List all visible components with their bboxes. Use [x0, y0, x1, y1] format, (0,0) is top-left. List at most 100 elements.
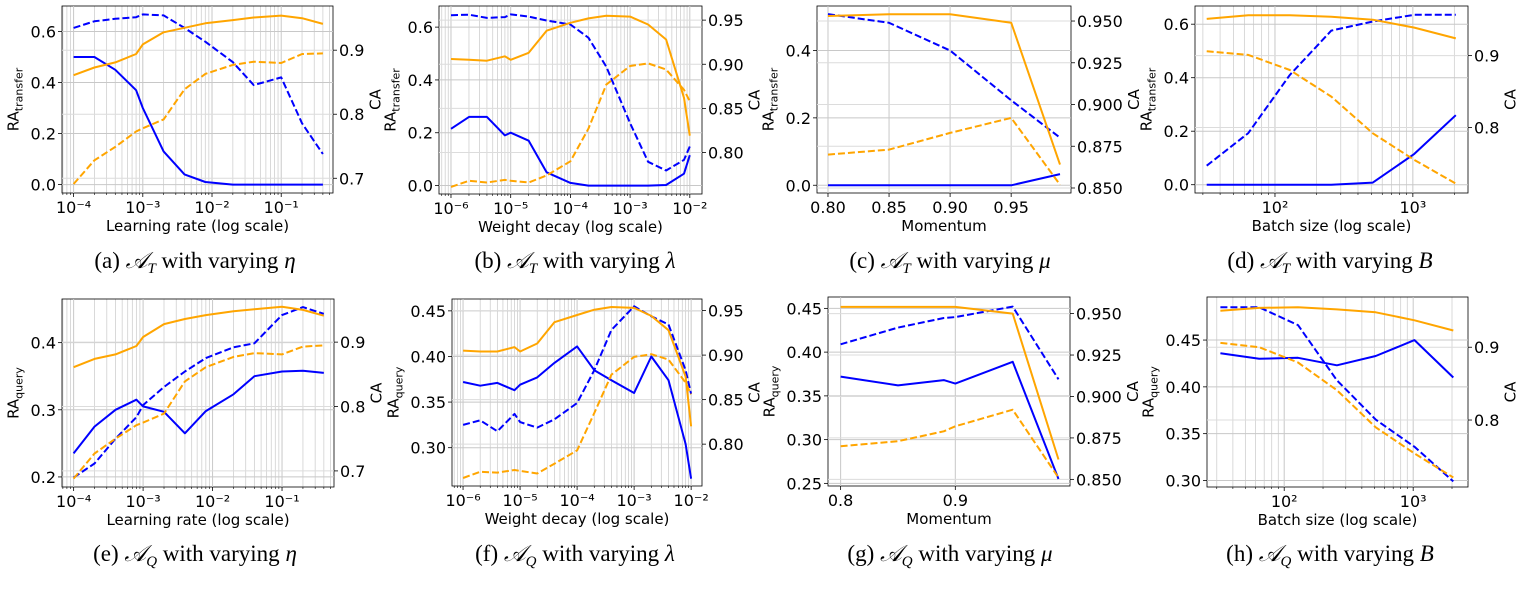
x-tick-label: 0.95 [993, 198, 1029, 217]
y2-tick-label: 0.850 [1076, 470, 1122, 489]
y-axis-label-subscript: transfer [13, 67, 26, 111]
x-tick-label: 0.9 [943, 491, 968, 510]
y-tick-label: 0.25 [786, 474, 822, 493]
x-tick-label: 10⁻⁵ [502, 491, 537, 510]
series-line-orange-solid [840, 305, 1060, 460]
caption-text: with varying [1297, 541, 1415, 566]
y-tick-label: 0.4 [1164, 69, 1189, 88]
y-tick-label: 0.6 [31, 23, 56, 42]
caption-subscript: Q [146, 554, 158, 570]
caption-variable: μ [1039, 248, 1051, 273]
x-tick-label: 0.80 [810, 198, 846, 217]
series-line-orange-dashed [840, 408, 1060, 479]
subplot-caption-h: (h) 𝒜Q with varying B [1140, 541, 1520, 571]
subplot-caption-d: (d) 𝒜T with varying B [1140, 248, 1520, 278]
caption-text: with varying [1295, 248, 1413, 273]
y-axis-label-main: RA [760, 110, 778, 131]
y2-axis-label: CA [1501, 381, 1519, 402]
axes-frame [816, 5, 1072, 194]
x-tick-label: 10⁻⁶ [445, 491, 480, 510]
y-axis-label-subscript: transfer [768, 67, 781, 111]
y-tick-label: 0.0 [1164, 176, 1189, 195]
caption-symbol: 𝒜 [124, 541, 147, 567]
caption-label: (h) [1226, 541, 1253, 566]
series-line-blue-dashed [450, 13, 691, 172]
series-line-blue-solid [450, 115, 691, 187]
subplot-f: 10⁻⁶ 10⁻⁵ 10⁻⁴ 10⁻³ 10⁻² 0.30 0.35 0.40 0.45 0.80… [384, 298, 764, 528]
y-axis-label-main: RA [382, 111, 400, 132]
y-tick-label: 0.6 [408, 18, 433, 37]
series-line-blue-solid [1220, 339, 1454, 379]
y2-tick-label: 0.80 [708, 435, 744, 454]
y2-axis-label: CA [366, 88, 384, 109]
caption-label: (g) [847, 541, 875, 566]
y-axis-label: RAtransfer [382, 68, 403, 132]
y-tick-label: 0.4 [31, 334, 56, 353]
x-tick-label: 10³ [1399, 198, 1426, 217]
x-tick-label: 10⁻² [674, 491, 709, 510]
series-line-orange-solid [450, 14, 691, 136]
series-line-orange-dashed [462, 353, 693, 479]
caption-label: (c) [849, 248, 875, 273]
caption-symbol: 𝒜 [1258, 541, 1281, 567]
x-tick-label: 10³ [1400, 492, 1427, 511]
y2-axis-label: CA [1501, 88, 1519, 109]
x-axis-label: Momentum [901, 217, 986, 235]
x-tick-label: 10⁻³ [612, 199, 647, 218]
y2-axis-label: CA [746, 89, 764, 110]
y-axis-label: RAtransfer [1138, 67, 1159, 131]
series-line-orange-solid [73, 14, 324, 77]
y2-tick-label: 0.900 [1077, 96, 1123, 115]
series-line-blue-solid [72, 369, 324, 455]
caption-symbol: 𝒜 [880, 248, 903, 274]
series-line-orange-dashed [72, 52, 323, 185]
caption-text: with varying [162, 541, 280, 566]
caption-subscript: Q [525, 554, 537, 570]
y2-tick-label: 0.80 [708, 144, 744, 163]
x-tick-label: 10⁻⁴ [559, 491, 594, 510]
y-tick-label: 0.0 [786, 176, 811, 195]
y-tick-label: 0.30 [786, 431, 822, 450]
x-tick-label: 10⁻³ [125, 198, 160, 217]
y2-axis-label: CA [1125, 88, 1143, 109]
y-axis-label: RAquery [5, 367, 26, 419]
x-tick-label: 10⁻¹ [264, 492, 299, 511]
y-axis-label-subscript: transfer [1146, 67, 1159, 111]
y2-tick-label: 0.875 [1077, 137, 1123, 156]
y-tick-label: 0.45 [410, 302, 446, 321]
caption-subscript: Q [901, 554, 913, 570]
y-tick-label: 0.4 [786, 41, 811, 60]
y2-tick-label: 0.9 [340, 333, 365, 352]
y2-tick-label: 0.8 [339, 105, 364, 124]
subplot-caption-b: (b) 𝒜T with varying λ [385, 248, 765, 278]
y-axis-label: RAquery [384, 366, 405, 418]
y-axis-label-subscript: query [768, 365, 781, 397]
y-axis-label-subscript: query [13, 367, 26, 399]
y-axis-label: RAtransfer [5, 67, 26, 131]
series-line-orange-solid [73, 305, 325, 369]
y2-tick-label: 0.95 [708, 11, 744, 30]
y2-tick-label: 0.950 [1077, 12, 1123, 31]
y2-tick-label: 0.85 [708, 391, 744, 410]
y-tick-label: 0.35 [1165, 425, 1201, 444]
caption-variable: μ [1041, 541, 1053, 566]
y-axis-label: RAtransfer [760, 67, 781, 131]
y2-tick-label: 0.950 [1076, 305, 1122, 324]
x-axis-label: Batch size (log scale) [1252, 217, 1412, 235]
y2-tick-label: 0.925 [1077, 54, 1123, 73]
caption-text: with varying [918, 541, 1036, 566]
y2-tick-label: 0.7 [339, 169, 364, 188]
series-line-orange-solid [827, 13, 1061, 165]
caption-label: (d) [1227, 248, 1255, 273]
y-tick-label: 0.30 [1165, 471, 1201, 490]
x-tick-label: 10² [1271, 492, 1298, 511]
y-tick-label: 0.40 [786, 343, 822, 362]
x-tick-label: 10⁻¹ [264, 198, 299, 217]
y2-tick-label: 0.7 [340, 462, 365, 481]
caption-variable: B [1419, 541, 1434, 566]
y-tick-label: 0.40 [410, 347, 446, 366]
y-tick-label: 0.4 [31, 74, 56, 93]
y-tick-label: 0.3 [31, 401, 56, 420]
